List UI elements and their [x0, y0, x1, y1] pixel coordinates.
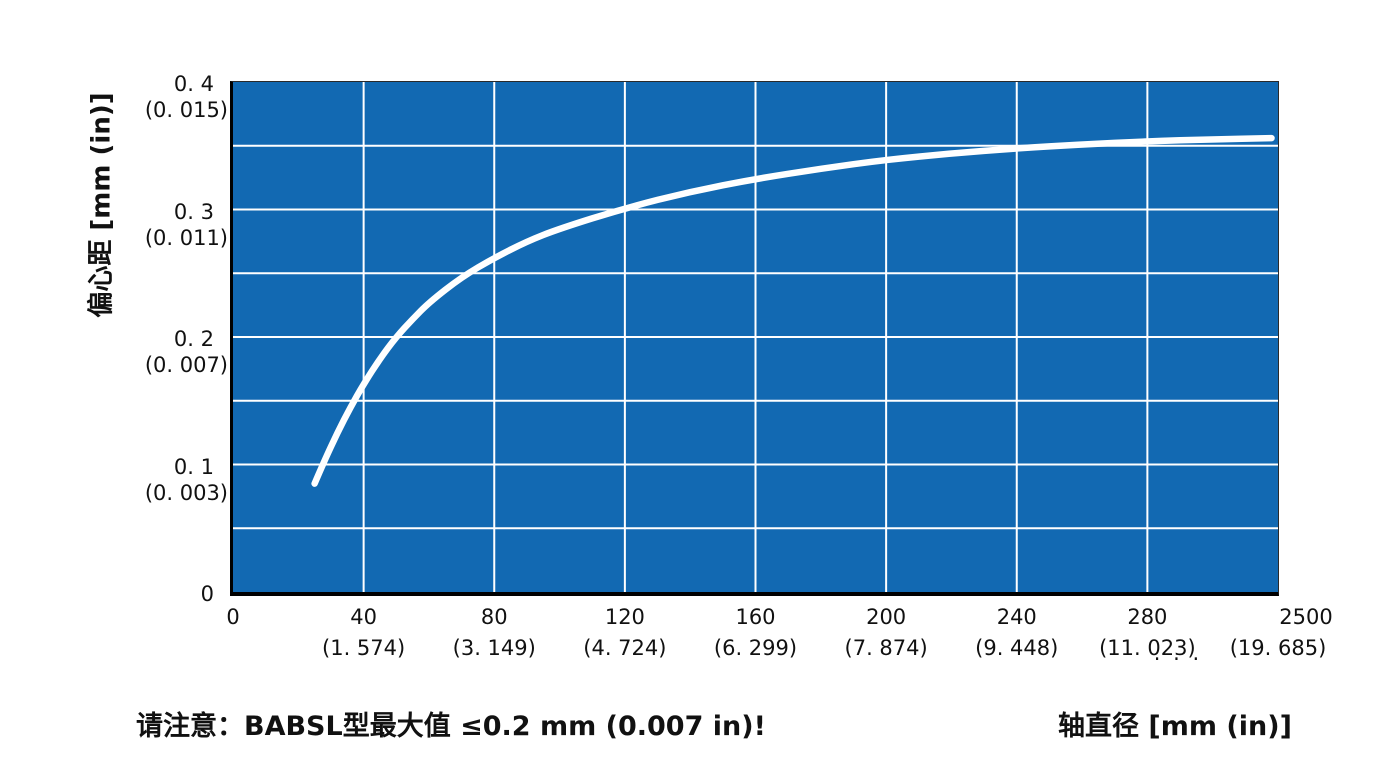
- y-tick-label: 0. 3 (0. 011): [62, 199, 228, 251]
- x-tick-value: 160: [735, 605, 776, 629]
- eccentricity-curve: [311, 134, 1275, 487]
- y-tick-inch-value: (0. 015): [144, 98, 228, 122]
- x-tick-value: 280: [1127, 605, 1168, 629]
- x-tick-inch-value: (6. 299): [713, 636, 798, 660]
- y-tick-value: 0. 3: [173, 199, 214, 224]
- y-tick-inch-value: (0. 011): [144, 225, 228, 250]
- x-tick-value: 2500: [1279, 605, 1333, 629]
- x-tick-inch-value: (1. 574): [322, 636, 406, 660]
- plot-svg: [233, 82, 1278, 592]
- x-tick-inch-value: (19. 685): [1229, 636, 1327, 660]
- y-tick-label: 0. 4 (0. 015): [62, 71, 228, 123]
- x-tick-value: 120: [604, 605, 645, 629]
- x-axis-title: 轴直径 [mm (in)]: [1058, 711, 1292, 742]
- y-tick-inch-value: (0. 003): [144, 480, 228, 505]
- y-tick-value: 0. 4: [173, 72, 214, 96]
- note-text: 请注意：BABSL型最大值 ≤0.2 mm (0.007 in)!: [136, 711, 766, 742]
- x-tick-inch-value: (11. 023): [1099, 636, 1196, 660]
- x-tick-inch-value: (9. 448): [975, 636, 1059, 660]
- x-tick-value: 240: [996, 605, 1037, 629]
- y-tick-label: 0. 2 (0. 007): [62, 326, 228, 378]
- x-tick-value: 0: [226, 605, 240, 629]
- y-tick-label: 0: [62, 581, 228, 607]
- y-tick-inch-value: (0. 007): [144, 353, 228, 377]
- y-tick-label: 0. 1 (0. 003): [62, 454, 228, 506]
- x-tick-inch-value: (3. 149): [452, 636, 536, 660]
- x-tick-value: 80: [480, 605, 508, 629]
- axis-break-ellipsis: . . .: [1153, 641, 1203, 665]
- plot-area: [230, 81, 1279, 596]
- y-tick-value: 0. 1: [173, 454, 214, 479]
- x-tick-value: 40: [350, 605, 377, 629]
- x-tick-inch-value: (7. 874): [844, 636, 928, 660]
- y-tick-value: 0: [200, 582, 214, 606]
- y-tick-value: 0. 2: [173, 327, 214, 351]
- x-tick-inch-value: (4. 724): [583, 636, 667, 660]
- x-tick-value: 200: [866, 605, 907, 629]
